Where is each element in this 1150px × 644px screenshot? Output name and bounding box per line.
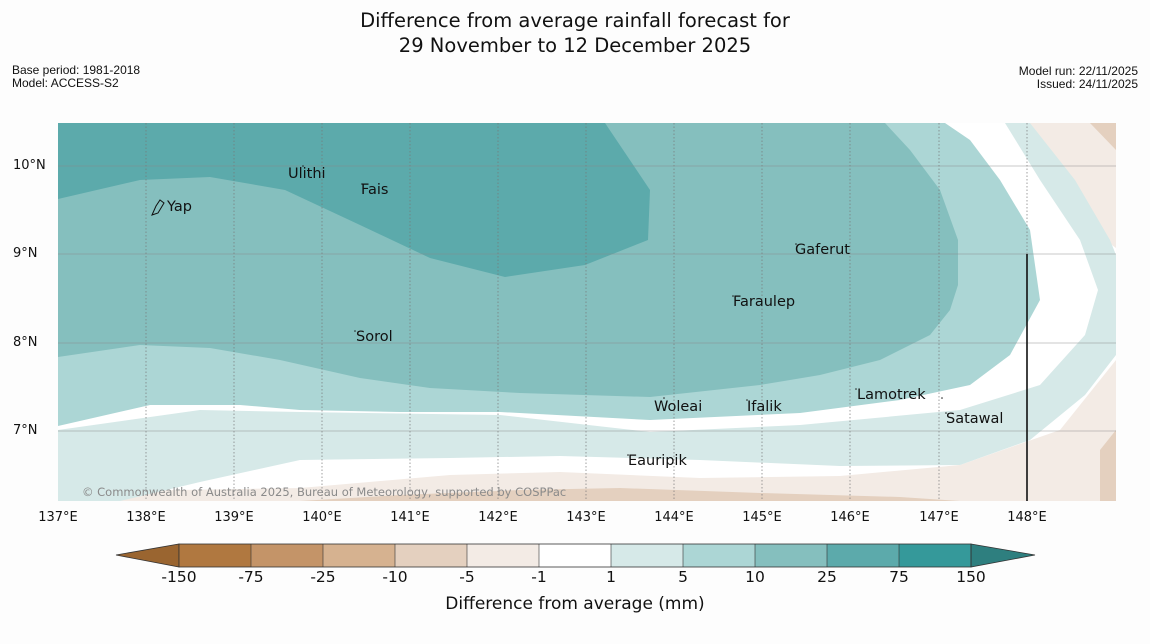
lat-label: 9°N <box>13 246 38 261</box>
colorbar-tick: 25 <box>817 568 837 586</box>
colorbar-segment <box>899 544 971 567</box>
atoll-markers <box>302 165 947 456</box>
island-label-yap: Yap <box>167 199 192 215</box>
map-title: Difference from average rainfall forecas… <box>0 8 1150 58</box>
colorbar-tick: -75 <box>238 568 264 586</box>
lon-label: 138°E <box>126 510 166 525</box>
colorbar-segment <box>395 544 467 567</box>
island-label-fais: Fais <box>361 182 389 198</box>
lon-label: 140°E <box>302 510 342 525</box>
contour-dry-se <box>1100 430 1116 501</box>
colorbar-tick: -10 <box>382 568 408 586</box>
contour-dry-light <box>58 360 1116 501</box>
lon-label: 148°E <box>1007 510 1047 525</box>
island-label-faraulep: Faraulep <box>733 294 796 310</box>
colorbar-frame <box>178 543 972 568</box>
lon-label: 147°E <box>919 510 959 525</box>
lon-label: 143°E <box>566 510 606 525</box>
colorbar-tick: 150 <box>956 568 986 586</box>
lon-label: 144°E <box>654 510 694 525</box>
model-run: Model run: 22/11/2025 <box>1018 64 1138 78</box>
colorbar-tick: 10 <box>745 568 765 586</box>
longitude-gridlines <box>145 123 1028 501</box>
island-label-lamotrek: Lamotrek <box>857 387 926 403</box>
colorbar-tick: -25 <box>310 568 336 586</box>
lat-label: 7°N <box>13 423 38 438</box>
lat-label: 8°N <box>13 335 38 350</box>
lon-label: 142°E <box>478 510 518 525</box>
lon-label: 146°E <box>830 510 870 525</box>
island-label-gaferut: Gaferut <box>795 242 850 258</box>
colorbar-segment <box>323 544 395 567</box>
colorbar-segment <box>539 544 611 567</box>
island-label-sorol: Sorol <box>356 329 393 345</box>
colorbar-dividers <box>250 544 900 567</box>
colorbar-segment <box>115 543 180 568</box>
island-label-satawal: Satawal <box>946 411 1004 427</box>
colorbar-segment <box>251 544 323 567</box>
title-line-2: 29 November to 12 December 2025 <box>398 34 752 57</box>
colorbar-tick: 5 <box>678 568 688 586</box>
island-label-woleai: Woleai <box>654 399 703 415</box>
yap-island-shape <box>151 199 165 216</box>
colorbar-segment <box>179 544 251 567</box>
colorbar <box>115 543 1036 568</box>
colorbar-tick: 1 <box>606 568 616 586</box>
island-label-ifalik: Ifalik <box>747 399 782 415</box>
issued-date: Issued: 24/11/2025 <box>1036 77 1138 91</box>
colorbar-tick: -1 <box>531 568 547 586</box>
title-line-1: Difference from average rainfall forecas… <box>360 9 790 32</box>
island-label-eauripik: Eauripik <box>628 453 687 469</box>
lon-label: 145°E <box>742 510 782 525</box>
colorbar-label: Difference from average (mm) <box>445 594 705 614</box>
contour-dry-ne-corner <box>1090 123 1116 150</box>
model-name: Model: ACCESS-S2 <box>12 76 119 90</box>
latitude-gridlines <box>58 165 1116 432</box>
colorbar-tick: -150 <box>161 568 197 586</box>
lon-label: 137°E <box>38 510 78 525</box>
colorbar-segment <box>611 544 683 567</box>
colorbar-segment <box>467 544 539 567</box>
contour-wet-light <box>58 123 1116 501</box>
colorbar-tick: 75 <box>889 568 909 586</box>
meta-right: Model run: 22/11/2025 Issued: 24/11/2025 <box>1019 65 1138 91</box>
colorbar-segment <box>683 544 755 567</box>
contour-very-wet <box>58 123 650 277</box>
lat-label: 10°N <box>13 158 46 173</box>
meta-left: Base period: 1981-2018 Model: ACCESS-S2 <box>12 64 140 90</box>
copyright-notice: © Commonwealth of Australia 2025, Bureau… <box>82 485 567 499</box>
contour-dry-south <box>300 488 960 501</box>
rainfall-contours <box>58 123 1116 501</box>
island-label-ulithi: Ulithi <box>288 166 326 182</box>
lon-label: 141°E <box>390 510 430 525</box>
lon-label: 139°E <box>214 510 254 525</box>
colorbar-segment <box>755 544 827 567</box>
colorbar-tick: -5 <box>459 568 475 586</box>
colorbar-segment <box>827 544 899 567</box>
base-period: Base period: 1981-2018 <box>12 63 141 77</box>
colorbar-segment <box>970 543 1036 568</box>
